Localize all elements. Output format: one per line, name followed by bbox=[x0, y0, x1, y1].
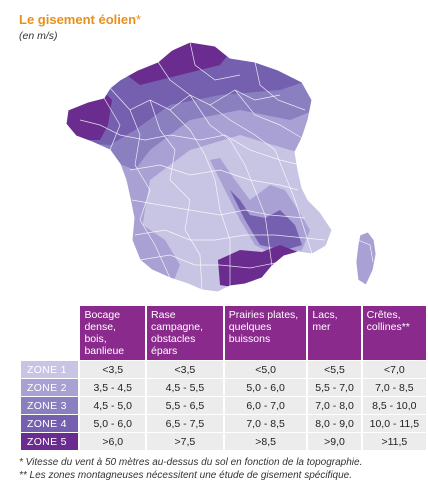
table-cell: 10,0 - 11,5 bbox=[362, 415, 426, 432]
column-header: Crêtes, collines** bbox=[362, 306, 426, 360]
column-header: Lacs, mer bbox=[308, 306, 361, 360]
table-cell: >7,5 bbox=[147, 433, 223, 450]
footnote: ** Les zones montagneuses nécessitent un… bbox=[19, 470, 352, 481]
zone-label: ZONE 5 bbox=[21, 433, 79, 450]
table-row: ZONE 2 3,5 - 4,5 4,5 - 5,5 5,0 - 6,0 5,5… bbox=[21, 379, 426, 396]
table-cell: 6,0 - 7,0 bbox=[224, 397, 307, 414]
table-cell: 7,0 - 8,0 bbox=[308, 397, 361, 414]
table-cell: >6,0 bbox=[80, 433, 146, 450]
table-cell: 7,0 - 8,5 bbox=[362, 379, 426, 396]
table-cell: 5,5 - 6,5 bbox=[147, 397, 223, 414]
table-row: ZONE 4 5,0 - 6,0 6,5 - 7,5 7,0 - 8,5 8,0… bbox=[21, 415, 426, 432]
footnotes: * Vitesse du vent à 50 mètres au-dessus … bbox=[19, 456, 362, 482]
wind-zone-map-of-france bbox=[65, 41, 377, 293]
wind-zone-table: Bocage dense, bois, banlieue Rase campag… bbox=[19, 305, 428, 451]
table-row: ZONE 5 >6,0 >7,5 >8,5 >9,0 >11,5 bbox=[21, 433, 426, 450]
table-cell: <3,5 bbox=[147, 361, 223, 378]
table-cell: 8,5 - 10,0 bbox=[362, 397, 426, 414]
zone-4-area bbox=[66, 42, 332, 145]
column-header: Bocage dense, bois, banlieue bbox=[80, 306, 146, 360]
column-header: Prairies plates, quelques buissons bbox=[224, 306, 307, 360]
table-cell: 5,5 - 7,0 bbox=[308, 379, 361, 396]
zone-label: ZONE 2 bbox=[21, 379, 79, 396]
table-cell: 5,0 - 6,0 bbox=[80, 415, 146, 432]
table-cell: <5,0 bbox=[224, 361, 307, 378]
table-header-row: Bocage dense, bois, banlieue Rase campag… bbox=[21, 306, 426, 360]
table-cell: 7,0 - 8,5 bbox=[224, 415, 307, 432]
zone-5-north bbox=[120, 42, 240, 85]
table-cell: 4,5 - 5,0 bbox=[80, 397, 146, 414]
table-cell: <7,0 bbox=[362, 361, 426, 378]
zone-label: ZONE 4 bbox=[21, 415, 79, 432]
map-title: Le gisement éolien* bbox=[19, 12, 142, 27]
table-cell: >9,0 bbox=[308, 433, 361, 450]
zone-label: ZONE 3 bbox=[21, 397, 79, 414]
table-cell: 3,5 - 4,5 bbox=[80, 379, 146, 396]
table-cell: 8,0 - 9,0 bbox=[308, 415, 361, 432]
footnote: * Vitesse du vent à 50 mètres au-dessus … bbox=[19, 457, 363, 468]
table-row: ZONE 1 <3,5 <3,5 <5,0 <5,5 <7,0 bbox=[21, 361, 426, 378]
table-cell: 6,5 - 7,5 bbox=[147, 415, 223, 432]
table-cell: >8,5 bbox=[224, 433, 307, 450]
table-cell: <3,5 bbox=[80, 361, 146, 378]
column-header: Rase campagne, obstacles épars bbox=[147, 306, 223, 360]
corsica bbox=[355, 231, 377, 286]
table-cell: 4,5 - 5,5 bbox=[147, 379, 223, 396]
table-row: ZONE 3 4,5 - 5,0 5,5 - 6,5 6,0 - 7,0 7,0… bbox=[21, 397, 426, 414]
table-corner bbox=[21, 306, 78, 360]
department-borders bbox=[79, 42, 326, 291]
zone-5-area bbox=[66, 88, 112, 140]
map-subtitle: (en m/s) bbox=[19, 30, 58, 42]
table-cell: 5,0 - 6,0 bbox=[224, 379, 307, 396]
table-cell: >11,5 bbox=[362, 433, 426, 450]
table-cell: <5,5 bbox=[308, 361, 361, 378]
zone-label: ZONE 1 bbox=[21, 361, 79, 378]
